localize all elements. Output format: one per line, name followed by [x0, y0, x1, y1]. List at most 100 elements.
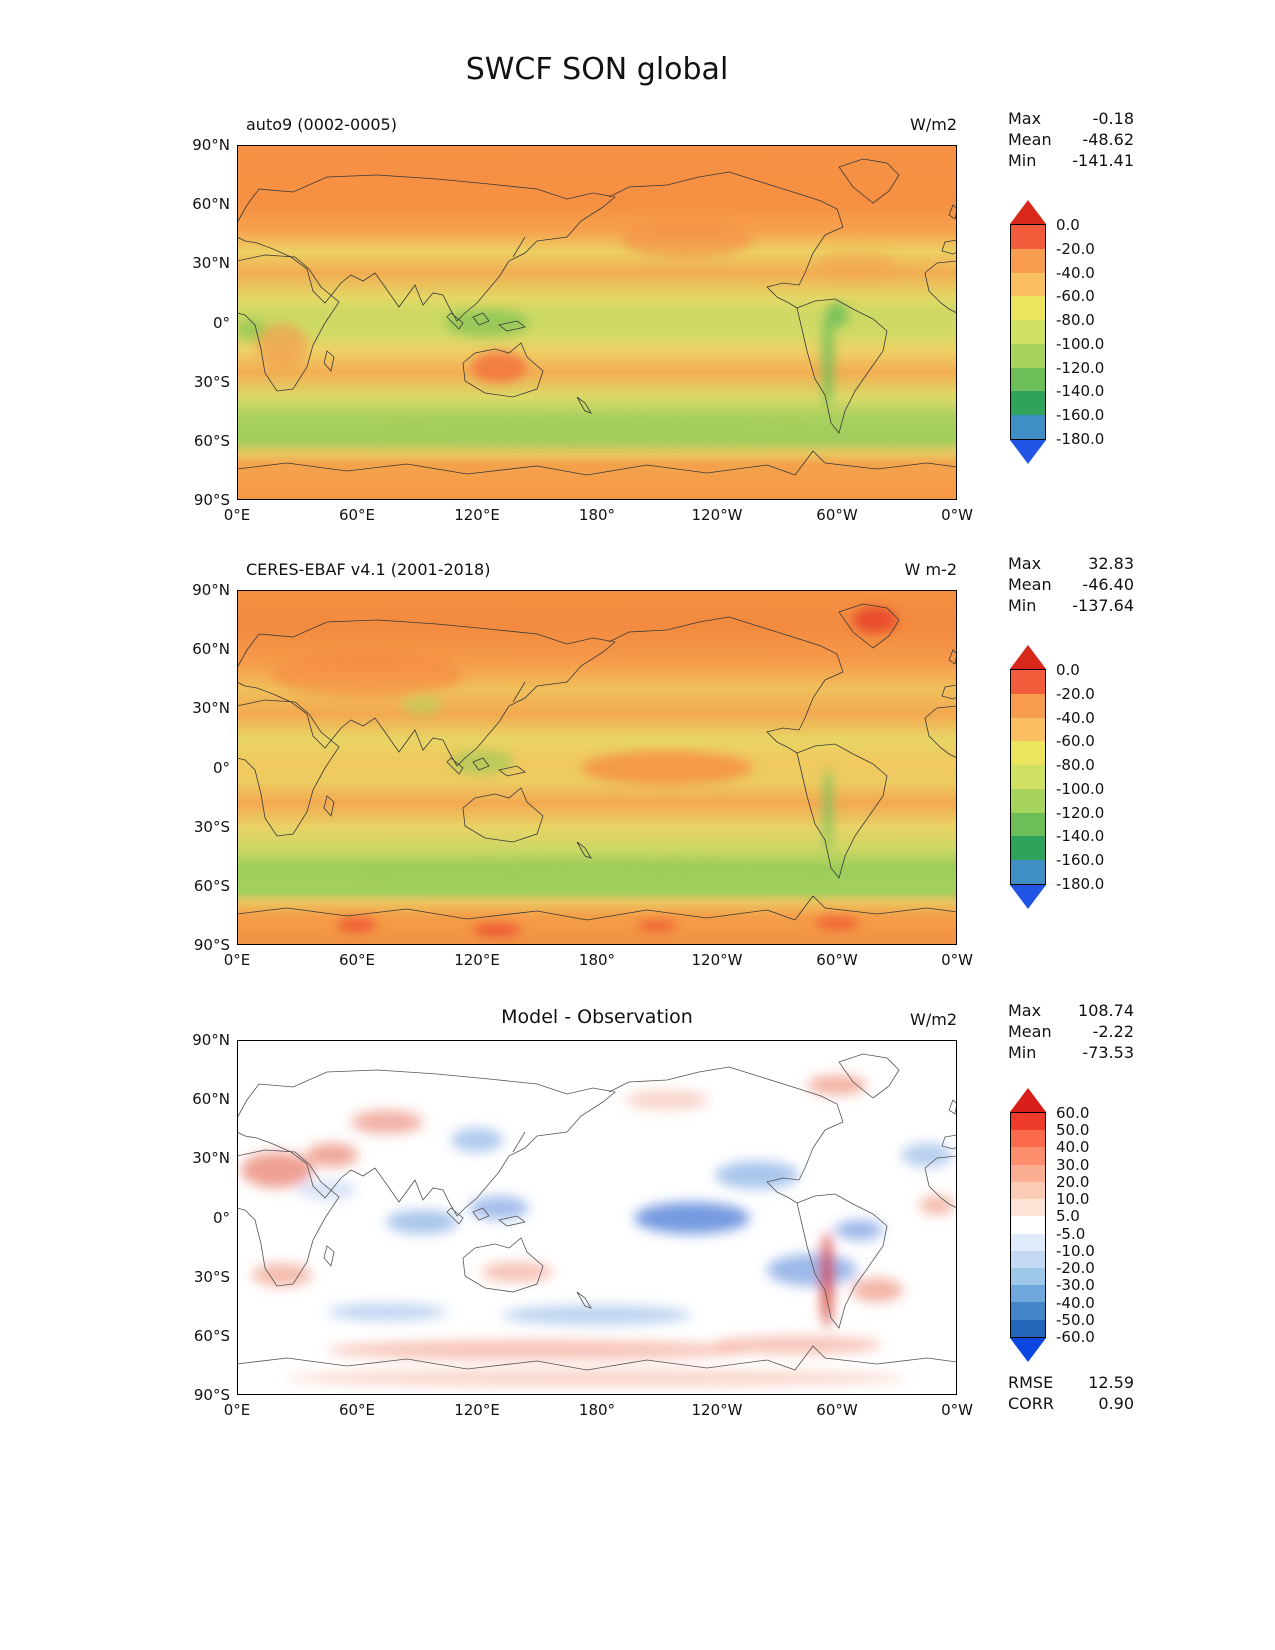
tick-label: 120°E	[454, 1401, 500, 1419]
tick-label: 120°E	[454, 506, 500, 524]
colorbar-tick-label: 60.0	[1056, 1104, 1090, 1122]
map-border	[237, 145, 957, 500]
panel3-colorbar: 60.0 50.0 40.0 30.0 20.0 10.0 5.0 -5.0 -10.0 -20.…	[1010, 1088, 1095, 1362]
panel2-stats: Max 32.83 Mean -46.40 Min -137.64	[1008, 553, 1134, 616]
tick-label: 0°E	[223, 1401, 251, 1419]
colorbar-segment	[1011, 1250, 1045, 1268]
stat-row: Mean -2.22	[1008, 1021, 1134, 1042]
colorbar-segment	[1011, 765, 1045, 789]
stat-value: 108.74	[1078, 1001, 1134, 1020]
colorbar-tick-label: -120.0	[1056, 358, 1105, 377]
stat-value: -2.22	[1092, 1022, 1134, 1041]
tick-label: 90°N	[192, 581, 230, 599]
stat-value: 12.59	[1088, 1373, 1134, 1392]
panel3-title: Model - Observation	[501, 1006, 693, 1028]
colorbar-segment	[1011, 1302, 1045, 1320]
map-fill	[237, 1040, 957, 1395]
colorbar-tick-label: 20.0	[1056, 1172, 1090, 1191]
colorbar-tick-label: -10.0	[1056, 1241, 1095, 1260]
colorbar-tick-label: -20.0	[1056, 684, 1095, 703]
colorbar-tick-label: -40.0	[1056, 263, 1095, 282]
panel3-yaxis: 90°N 60°N 30°N 0° 30°S 60°S 90°S	[140, 1031, 230, 1404]
colorbar-arrow-bottom	[1010, 439, 1046, 464]
tick-label: 60°N	[192, 1090, 230, 1109]
colorbar-segment	[1011, 225, 1045, 249]
tick-label: 90°N	[192, 1031, 230, 1049]
colorbar-tick-label: -80.0	[1056, 311, 1095, 330]
panel1-units: W/m2	[910, 115, 957, 134]
colorbar-tick-label: -100.0	[1056, 334, 1105, 353]
colorbar-arrow-bottom	[1010, 884, 1046, 909]
stat-row: Min -141.41	[1008, 150, 1134, 171]
colorbar-tick-label: 10.0	[1056, 1190, 1090, 1209]
stat-value: -73.53	[1082, 1043, 1134, 1062]
panel1-colorbar: 0.0 -20.0 -40.0 -60.0 -80.0 -100.0 -120.0 -140.…	[1010, 200, 1104, 464]
colorbar-tick-label: -100.0	[1056, 779, 1105, 798]
tick-label: 120°E	[454, 951, 500, 969]
colorbar-segment	[1011, 1113, 1045, 1131]
stat-value: -0.18	[1092, 109, 1134, 128]
tick-label: 90°N	[192, 136, 230, 154]
panel1-yaxis: 90°N 60°N 30°N 0° 30°S 60°S 90°S	[140, 136, 230, 509]
colorbar-segment	[1011, 248, 1045, 273]
tick-label: 60°S	[193, 1326, 230, 1345]
tick-label: 0°	[212, 758, 230, 777]
map-fill	[237, 145, 957, 500]
colorbar-tick-label: -20.0	[1056, 239, 1095, 258]
colorbar-tick-label: -5.0	[1056, 1224, 1086, 1243]
colorbar-tick-label: -180.0	[1056, 875, 1105, 893]
colorbar-tick-label: -20.0	[1056, 1259, 1095, 1278]
tick-label: 60°E	[338, 951, 376, 969]
tick-label: 0°W	[941, 951, 973, 969]
colorbar-segment	[1011, 391, 1045, 416]
tick-label: 60°W	[816, 506, 858, 524]
colorbar-tick-label: -160.0	[1056, 851, 1105, 870]
panel2-title: CERES-EBAF v4.1 (2001-2018)	[246, 560, 491, 579]
map-border	[237, 590, 957, 945]
tick-label: 30°S	[193, 817, 230, 836]
map-observation	[237, 590, 957, 945]
panel2-yaxis: 90°N 60°N 30°N 0° 30°S 60°S 90°S	[140, 581, 230, 954]
panel3-stats: Max 108.74 Mean -2.22 Min -73.53	[1008, 1000, 1134, 1063]
tick-label: 180°	[578, 1401, 616, 1419]
tick-label: 0°	[212, 1208, 230, 1227]
stat-label: Max	[1008, 554, 1042, 573]
colorbar-tick-label: -160.0	[1056, 406, 1105, 425]
panel1-stats: Max -0.18 Mean -48.62 Min -141.41	[1008, 108, 1134, 171]
tick-label: 0°	[212, 313, 230, 332]
colorbar-segment	[1011, 415, 1045, 439]
stat-value: 0.90	[1098, 1394, 1134, 1413]
colorbar-segment	[1011, 320, 1045, 344]
stat-label: Max	[1008, 1001, 1042, 1020]
panel1-xaxis: 0°E 60°E 120°E 180° 120°W 60°W 0°W	[224, 500, 973, 524]
colorbar-segment	[1011, 788, 1045, 813]
contour-blobs	[237, 222, 897, 442]
stat-label: Mean	[1008, 575, 1052, 594]
panel3-units: W/m2	[910, 1010, 957, 1029]
tick-label: 60°W	[816, 951, 858, 969]
stat-row: Mean -48.62	[1008, 129, 1134, 150]
tick-label: 60°S	[193, 431, 230, 450]
colorbar-tick-label: 5.0	[1056, 1207, 1080, 1226]
colorbar-tick-label: -180.0	[1056, 430, 1105, 448]
stat-label: Min	[1008, 151, 1037, 170]
tick-label: 120°W	[691, 951, 743, 969]
colorbar-segment	[1011, 367, 1045, 392]
map-difference-svg	[237, 1040, 957, 1395]
tick-label: 60°W	[816, 1401, 858, 1419]
colorbar-segment	[1011, 812, 1045, 837]
contour-blobs	[272, 607, 897, 937]
tick-label: 60°N	[192, 195, 230, 214]
tick-label: 60°E	[338, 1401, 376, 1419]
tick-label: 90°S	[193, 491, 230, 509]
colorbar-segment	[1011, 1130, 1045, 1148]
colorbar-tick-label: -60.0	[1056, 732, 1095, 751]
tick-label: 120°W	[691, 1401, 743, 1419]
colorbar-segment	[1011, 1147, 1045, 1165]
colorbar-segment	[1011, 1285, 1045, 1303]
stat-value: 32.83	[1088, 554, 1134, 573]
map-difference	[237, 1040, 957, 1395]
colorbar-tick-label: -60.0	[1056, 1328, 1095, 1346]
colorbar-arrow-top	[1010, 645, 1046, 669]
